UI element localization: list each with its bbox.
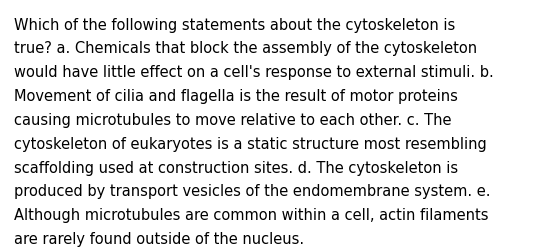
- Text: Movement of cilia and flagella is the result of motor proteins: Movement of cilia and flagella is the re…: [14, 89, 458, 104]
- Text: Although microtubules are common within a cell, actin filaments: Although microtubules are common within …: [14, 208, 488, 222]
- Text: causing microtubules to move relative to each other. c. The: causing microtubules to move relative to…: [14, 112, 451, 128]
- Text: Which of the following statements about the cytoskeleton is: Which of the following statements about …: [14, 18, 455, 32]
- Text: scaffolding used at construction sites. d. The cytoskeleton is: scaffolding used at construction sites. …: [14, 160, 458, 175]
- Text: are rarely found outside of the nucleus.: are rarely found outside of the nucleus.: [14, 231, 304, 246]
- Text: would have little effect on a cell's response to external stimuli. b.: would have little effect on a cell's res…: [14, 65, 494, 80]
- Text: produced by transport vesicles of the endomembrane system. e.: produced by transport vesicles of the en…: [14, 184, 490, 199]
- Text: cytoskeleton of eukaryotes is a static structure most resembling: cytoskeleton of eukaryotes is a static s…: [14, 136, 487, 151]
- Text: true? a. Chemicals that block the assembly of the cytoskeleton: true? a. Chemicals that block the assemb…: [14, 41, 477, 56]
